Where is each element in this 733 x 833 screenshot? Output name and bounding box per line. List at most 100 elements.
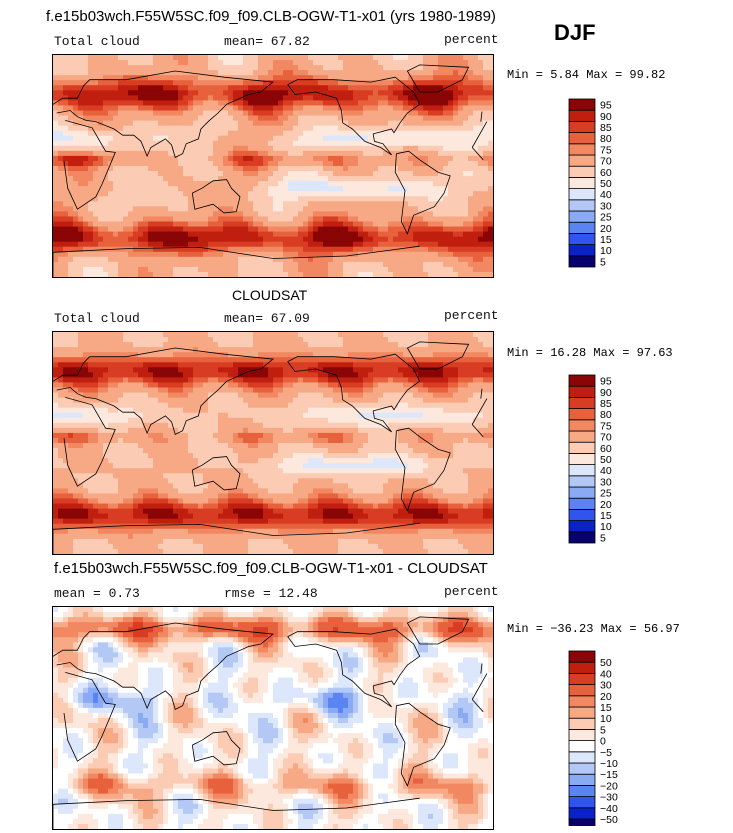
panel2-colorbar-swatch	[568, 441, 596, 454]
panel1-colorbar-swatch	[568, 221, 596, 234]
panel2-title: CLOUDSAT	[232, 287, 308, 303]
panel1-colorbar-swatch	[568, 132, 596, 145]
panel3-colorbar-tick-label: −50	[600, 814, 618, 826]
panel2-colorbar-swatch	[568, 475, 596, 488]
panel3-map-field	[53, 607, 493, 829]
panel3-mean: mean = 0.73	[54, 586, 140, 601]
panel3-colorbar-tick-label: −10	[600, 758, 618, 770]
panel3-colorbar-tick-label: −20	[600, 780, 618, 792]
panel3-colorbar-swatch	[568, 650, 596, 663]
panel2-field-label: Total cloud	[54, 311, 140, 326]
panel3-title: f.e15b03wch.F55W5SC.f09_f09.CLB-OGW-T1-x…	[54, 560, 488, 577]
panel1-map-coastlines	[53, 64, 488, 277]
panel3-colorbar-tick-label: 15	[600, 702, 612, 714]
panel1-colorbar: 5 10 15 20 25 30 40 50 60 70 75 80 85 90 95	[568, 98, 628, 279]
panel3-colorbar-tick-label: 50	[600, 657, 612, 669]
panel2-colorbar-swatch	[568, 453, 596, 466]
panel3-colorbar-swatch	[568, 695, 596, 708]
panel3-colorbar-swatch	[568, 661, 596, 674]
panel2-colorbar-tick-label: 50	[600, 454, 612, 466]
panel2-map-field	[53, 332, 493, 554]
panel3-colorbar-swatch	[568, 672, 596, 685]
panel3-units: percent	[444, 584, 499, 599]
panel2-colorbar-tick-label: 20	[600, 499, 612, 511]
panel3-colorbar-tick-label: 5	[600, 724, 606, 736]
panel3-colorbar-swatch	[568, 784, 596, 797]
panel2-colorbar-tick-label: 85	[600, 398, 612, 410]
panel3-colorbar-tick-label: 0	[600, 736, 606, 748]
panel1-colorbar-swatch	[568, 154, 596, 167]
panel2-map-coastlines	[53, 341, 488, 554]
panel3-colorbar-swatch	[568, 807, 596, 820]
panel2-units: percent	[444, 308, 499, 323]
panel1-colorbar-tick-label: 75	[600, 144, 612, 156]
panel2-colorbar-swatch	[568, 396, 596, 409]
panel2-colorbar-tick-label: 60	[600, 443, 612, 455]
panel1-colorbar-tick-label: 10	[600, 245, 612, 257]
panel3-map	[52, 606, 494, 830]
panel1-colorbar-tick-label: 50	[600, 178, 612, 190]
panel1-field-label: Total cloud	[54, 34, 140, 49]
season-label: DJF	[554, 20, 596, 45]
panel3-colorbar-swatch	[568, 684, 596, 697]
panel2-colorbar-swatch	[568, 486, 596, 499]
panel3-colorbar-swatch	[568, 706, 596, 719]
panel2-colorbar-tick-label: 95	[600, 376, 612, 388]
panel1-colorbar-swatch	[568, 244, 596, 257]
panel3-colorbar-swatch	[568, 796, 596, 809]
panel3-colorbar-tick-label: 10	[600, 713, 612, 725]
panel2-mean: mean= 67.09	[224, 311, 310, 326]
panel1-colorbar-swatch	[568, 120, 596, 133]
panel3-colorbar-swatch	[568, 751, 596, 764]
panel3-colorbar-swatch	[568, 762, 596, 775]
panel1-colorbar-tick-label: 85	[600, 122, 612, 134]
panel2-colorbar-swatch	[568, 385, 596, 398]
panel2-minmax: Min = 16.28 Max = 97.63	[507, 346, 673, 360]
panel1-map-field	[53, 55, 493, 277]
panel2-colorbar-swatch	[568, 497, 596, 510]
panel2-colorbar-tick-label: 80	[600, 409, 612, 421]
panel1-colorbar-tick-label: 15	[600, 234, 612, 246]
panel3-colorbar-swatch	[568, 717, 596, 730]
panel2-map-svg	[53, 332, 493, 554]
panel1-colorbar-swatch	[568, 232, 596, 245]
panel1-colorbar-tick-label: 95	[600, 100, 612, 112]
panel1-colorbar-swatch	[568, 109, 596, 122]
panel2-colorbar-tick-label: 90	[600, 387, 612, 399]
panel1-colorbar-tick-label: 5	[600, 256, 606, 268]
panel2-colorbar-swatch	[568, 374, 596, 387]
panel1-map-svg	[53, 55, 493, 277]
panel2-colorbar-tick-label: 75	[600, 420, 612, 432]
panel2-colorbar-tick-label: 10	[600, 521, 612, 533]
panel3-colorbar-tick-label: 20	[600, 691, 612, 703]
panel1-colorbar-swatch	[568, 143, 596, 156]
panel1-colorbar-tick-label: 40	[600, 189, 612, 201]
panel1-colorbar-tick-label: 80	[600, 133, 612, 145]
panel2-colorbar-tick-label: 5	[600, 532, 606, 544]
panel2-colorbar-swatch	[568, 508, 596, 521]
panel1-colorbar-tick-label: 20	[600, 223, 612, 235]
panel3-map-coastlines	[53, 616, 488, 829]
panel3-minmax: Min = −36.23 Max = 56.97	[507, 622, 680, 636]
panel3-colorbar-tick-label: −5	[600, 747, 612, 759]
panel2-colorbar-swatch	[568, 531, 596, 544]
panel3-colorbar-swatch	[568, 773, 596, 786]
panel3-colorbar-tick-label: 40	[600, 668, 612, 680]
panel2-colorbar: 5 10 15 20 25 30 40 50 60 70 75 80 85 90 95	[568, 374, 628, 555]
panel1-colorbar-tick-label: 90	[600, 111, 612, 123]
panel2-map	[52, 331, 494, 555]
panel3-colorbar-swatch	[568, 729, 596, 742]
panel2-colorbar-swatch	[568, 464, 596, 477]
panel1-mean: mean= 67.82	[224, 34, 310, 49]
panel2-colorbar-tick-label: 30	[600, 476, 612, 488]
panel2-colorbar-swatch	[568, 419, 596, 432]
panel2-colorbar-swatch	[568, 408, 596, 421]
panel1-colorbar-swatch	[568, 165, 596, 178]
panel1-colorbar-tick-label: 30	[600, 200, 612, 212]
panel1-colorbar-swatch	[568, 210, 596, 223]
panel2-colorbar-swatch	[568, 520, 596, 533]
panel1-colorbar-swatch	[568, 177, 596, 190]
panel1-colorbar-tick-label: 70	[600, 156, 612, 168]
